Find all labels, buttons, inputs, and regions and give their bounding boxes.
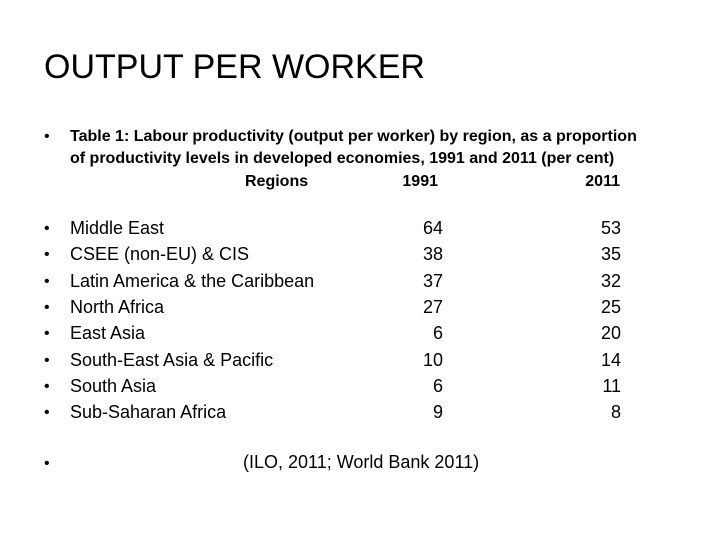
column-header: 2011 [585, 173, 620, 190]
value-2011: 25 [600, 296, 621, 317]
value-2011: 53 [600, 218, 621, 238]
region-name: Sub-Saharan Africa [70, 402, 227, 423]
region-name: South-East Asia & Pacific [70, 349, 274, 370]
source-note: (ILO, 2011; World Bank 2011) [243, 452, 480, 472]
bullet: • [44, 455, 50, 472]
column-header: Regions [245, 173, 309, 190]
value-1991: 38 [422, 244, 443, 265]
region-name: North Africa [70, 296, 165, 317]
region-name: Middle East [70, 218, 165, 238]
value-1991: 27 [422, 296, 443, 317]
value-2011: 32 [600, 270, 621, 291]
region-name: CSEE (non-EU) & CIS [70, 244, 250, 265]
column-header: 1991 [402, 173, 438, 190]
bullet: • [44, 351, 50, 369]
value-1991: 9 [432, 402, 443, 423]
value-1991: 6 [432, 375, 443, 396]
value-1991: 37 [422, 270, 443, 291]
value-2011: 20 [600, 323, 621, 344]
bullet: • [44, 377, 50, 395]
bullet: • [44, 128, 50, 145]
value-1991: 6 [432, 323, 443, 344]
bullet: • [44, 246, 50, 264]
region-name: Latin America & the Caribbean [70, 270, 315, 291]
bullet: • [44, 272, 50, 290]
intro-text: Table 1: Labour productivity (output per… [70, 128, 637, 167]
slide-title: OUTPUT PER WORKER [44, 48, 425, 86]
region-name: South Asia [70, 375, 157, 396]
value-1991: 10 [422, 349, 443, 370]
value-2011: 8 [610, 402, 621, 423]
bullet: • [44, 325, 50, 343]
value-2011: 35 [600, 244, 621, 265]
value-2011: 14 [600, 349, 621, 370]
bullet: • [44, 220, 50, 237]
value-1991: 64 [422, 218, 443, 238]
bullet: • [44, 404, 50, 422]
region-name: East Asia [70, 323, 146, 344]
bullet: • [44, 298, 50, 316]
value-2011: 11 [602, 375, 621, 396]
